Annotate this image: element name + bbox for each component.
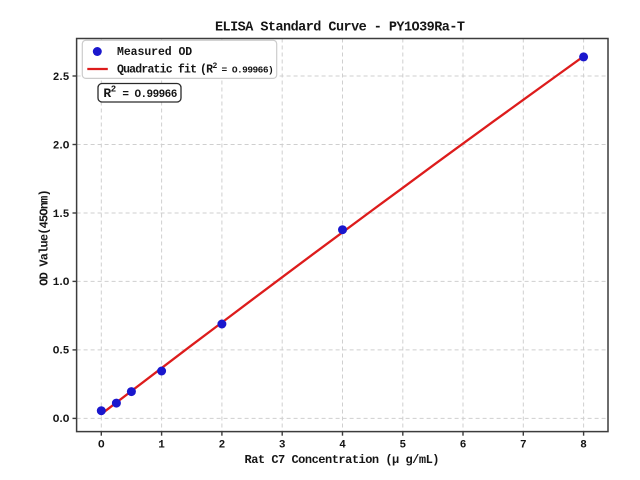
- svg-text:R: R: [103, 86, 111, 101]
- svg-text:OD Value(45Onm): OD Value(45Onm): [38, 189, 52, 285]
- svg-text:2: 2: [213, 62, 218, 71]
- svg-text:Rat C7 Concentration (μ g/mL): Rat C7 Concentration (μ g/mL): [245, 453, 440, 467]
- svg-text:Quadratic fit: Quadratic fit: [117, 64, 197, 77]
- svg-text:(R: (R: [200, 64, 213, 77]
- svg-text:6: 6: [460, 439, 467, 451]
- svg-text:O.5: O.5: [53, 346, 70, 358]
- svg-text:= O.99966): = O.99966): [222, 65, 274, 76]
- svg-text:2: 2: [111, 85, 116, 95]
- svg-text:2.5: 2.5: [53, 72, 70, 84]
- svg-text:1: 1: [158, 439, 165, 451]
- svg-text:O: O: [98, 439, 105, 451]
- svg-text:5: 5: [399, 439, 406, 451]
- svg-text:Measured OD: Measured OD: [117, 46, 192, 59]
- svg-text:= O.99966: = O.99966: [122, 89, 177, 101]
- svg-text:8: 8: [580, 439, 587, 451]
- svg-text:1.5: 1.5: [53, 209, 70, 221]
- svg-text:ELISA Standard Curve - PY1O39R: ELISA Standard Curve - PY1O39Ra-T: [215, 21, 465, 36]
- svg-text:4: 4: [339, 439, 346, 451]
- svg-text:2.O: 2.O: [53, 140, 70, 152]
- svg-text:O.O: O.O: [53, 414, 70, 426]
- svg-text:1.O: 1.O: [53, 277, 70, 289]
- svg-text:7: 7: [520, 439, 527, 451]
- svg-text:3: 3: [279, 439, 286, 451]
- svg-text:2: 2: [219, 439, 226, 451]
